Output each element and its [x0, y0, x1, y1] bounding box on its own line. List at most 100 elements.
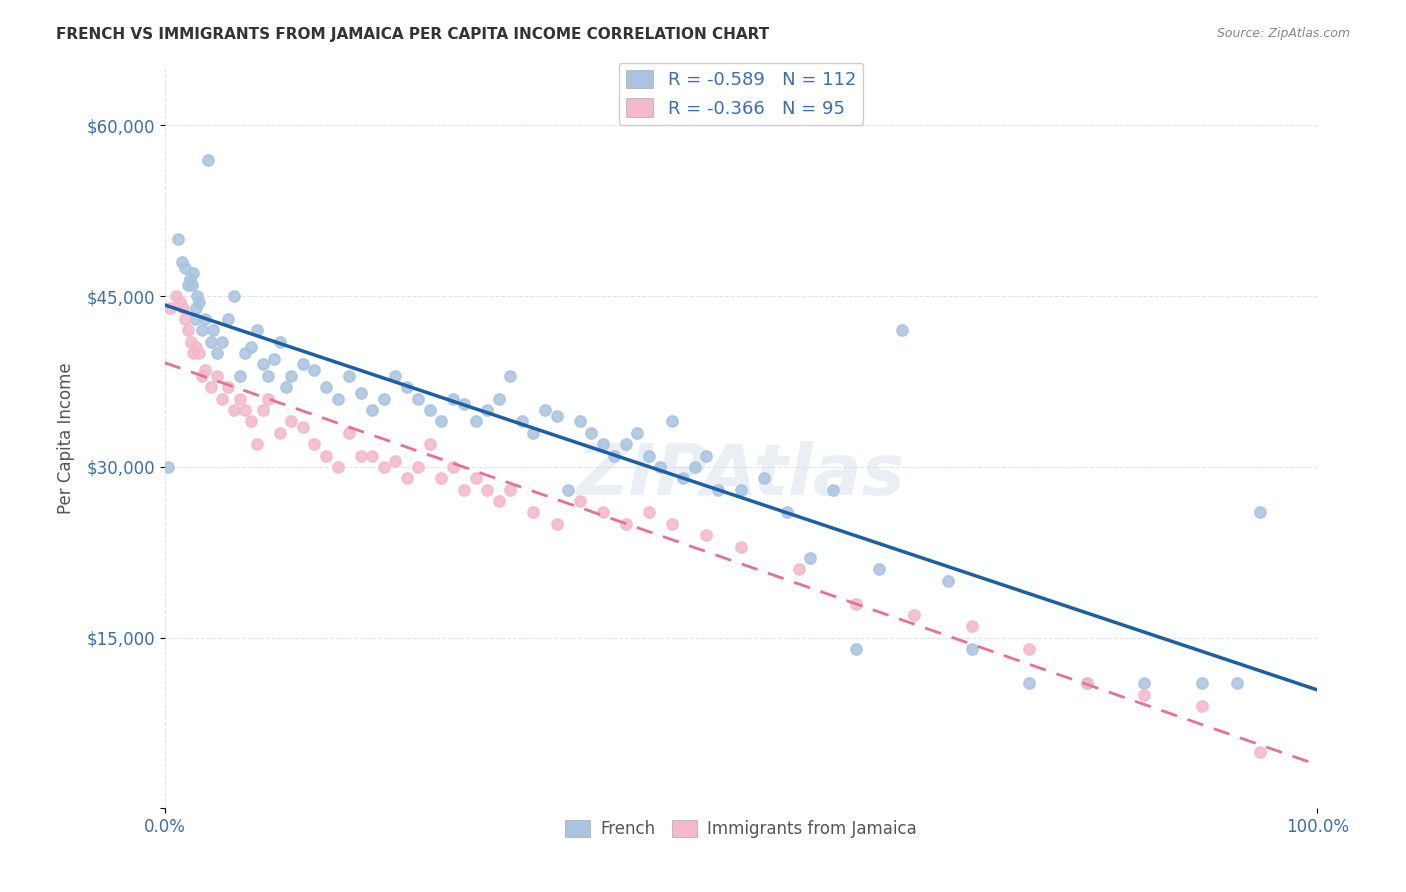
Point	[419, 437, 441, 451]
Point	[257, 368, 280, 383]
Point	[169, 294, 191, 309]
Point	[176, 323, 198, 337]
Point	[695, 449, 717, 463]
Point	[903, 607, 925, 622]
Point	[799, 551, 821, 566]
Point	[406, 392, 429, 406]
Point	[787, 562, 810, 576]
Point	[1133, 676, 1156, 690]
Legend: French, Immigrants from Jamaica: French, Immigrants from Jamaica	[558, 813, 924, 845]
Point	[453, 397, 475, 411]
Point	[395, 471, 418, 485]
Point	[200, 380, 222, 394]
Point	[184, 340, 207, 354]
Point	[205, 346, 228, 360]
Point	[233, 403, 256, 417]
Point	[174, 260, 197, 275]
Point	[868, 562, 890, 576]
Text: FRENCH VS IMMIGRANTS FROM JAMAICA PER CAPITA INCOME CORRELATION CHART: FRENCH VS IMMIGRANTS FROM JAMAICA PER CA…	[56, 27, 769, 42]
Point	[361, 403, 384, 417]
Point	[637, 506, 659, 520]
Point	[441, 459, 464, 474]
Point	[592, 437, 614, 451]
Point	[315, 449, 337, 463]
Point	[194, 312, 217, 326]
Point	[228, 392, 250, 406]
Point	[406, 459, 429, 474]
Point	[823, 483, 845, 497]
Point	[188, 294, 211, 309]
Point	[176, 277, 198, 292]
Point	[349, 449, 371, 463]
Point	[373, 392, 395, 406]
Point	[477, 403, 499, 417]
Point	[891, 323, 914, 337]
Point	[1018, 642, 1040, 657]
Point	[960, 619, 983, 633]
Point	[211, 334, 233, 349]
Point	[181, 277, 204, 292]
Point	[349, 386, 371, 401]
Point	[228, 368, 250, 383]
Point	[326, 459, 349, 474]
Point	[240, 414, 263, 428]
Point	[568, 494, 591, 508]
Point	[637, 449, 659, 463]
Point	[337, 368, 360, 383]
Point	[184, 301, 207, 315]
Point	[453, 483, 475, 497]
Point	[183, 346, 205, 360]
Point	[1226, 676, 1249, 690]
Point	[395, 380, 418, 394]
Point	[488, 494, 510, 508]
Point	[205, 368, 228, 383]
Point	[337, 425, 360, 440]
Point	[672, 471, 695, 485]
Point	[730, 540, 752, 554]
Point	[190, 368, 212, 383]
Point	[499, 483, 522, 497]
Point	[222, 289, 245, 303]
Point	[730, 483, 752, 497]
Point	[938, 574, 960, 588]
Point	[179, 272, 201, 286]
Point	[183, 267, 205, 281]
Point	[257, 392, 280, 406]
Point	[603, 449, 626, 463]
Point	[419, 403, 441, 417]
Point	[263, 351, 285, 366]
Point	[194, 363, 217, 377]
Point	[845, 642, 868, 657]
Point	[557, 483, 579, 497]
Point	[280, 368, 302, 383]
Point	[683, 459, 706, 474]
Point	[200, 334, 222, 349]
Y-axis label: Per Capita Income: Per Capita Income	[58, 363, 75, 515]
Point	[252, 403, 274, 417]
Point	[291, 358, 314, 372]
Point	[274, 380, 297, 394]
Point	[707, 483, 730, 497]
Point	[304, 363, 326, 377]
Point	[1133, 688, 1156, 702]
Point	[170, 255, 193, 269]
Point	[499, 368, 522, 383]
Point	[845, 597, 868, 611]
Point	[1191, 676, 1213, 690]
Text: Source: ZipAtlas.com: Source: ZipAtlas.com	[1216, 27, 1350, 40]
Point	[291, 420, 314, 434]
Point	[217, 312, 239, 326]
Point	[650, 459, 672, 474]
Point	[477, 483, 499, 497]
Text: ZIPAtlas: ZIPAtlas	[576, 441, 905, 510]
Point	[568, 414, 591, 428]
Point	[172, 301, 194, 315]
Point	[626, 425, 648, 440]
Point	[315, 380, 337, 394]
Point	[430, 471, 453, 485]
Point	[960, 642, 983, 657]
Point	[252, 358, 274, 372]
Point	[240, 340, 263, 354]
Point	[280, 414, 302, 428]
Point	[1018, 676, 1040, 690]
